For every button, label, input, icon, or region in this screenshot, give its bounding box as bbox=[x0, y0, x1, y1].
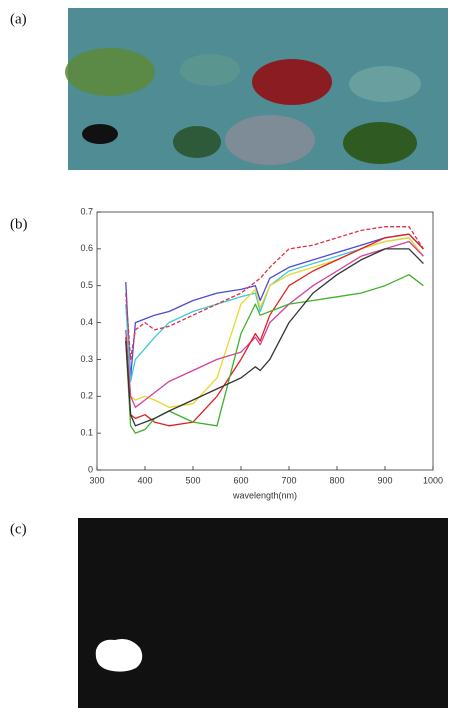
x-tick-label: 700 bbox=[281, 475, 296, 485]
x-tick-label: 800 bbox=[329, 475, 344, 485]
x-axis-label: wavelength(nm) bbox=[232, 490, 297, 500]
spectra-chart: 0 0.1 0.2 0.3 0.4 0.5 0.6 0.7 300 400 500 600 700 800… bbox=[80, 206, 443, 485]
y-tick-label: 0.6 bbox=[80, 243, 93, 253]
spectrum-line bbox=[125, 226, 424, 361]
x-tick-label: 500 bbox=[185, 475, 200, 485]
y-tick-label: 0.4 bbox=[80, 317, 93, 327]
y-tick-label: 0.3 bbox=[80, 354, 93, 364]
x-tick-label: 300 bbox=[89, 475, 104, 485]
spectrum-line bbox=[125, 274, 424, 434]
spectrum-line bbox=[125, 248, 424, 427]
panel-label: (a) bbox=[10, 11, 27, 27]
panel-label: (b) bbox=[10, 216, 28, 232]
y-tick-label: 0.2 bbox=[80, 391, 93, 401]
panel-label: (c) bbox=[10, 521, 27, 537]
mask-image bbox=[78, 518, 448, 708]
y-tick-label: 0.1 bbox=[80, 428, 93, 438]
x-tick-label: 900 bbox=[377, 475, 392, 485]
spectrum-line bbox=[125, 233, 424, 379]
y-tick-label: 0 bbox=[88, 464, 93, 474]
y-tick-label: 0.7 bbox=[80, 206, 93, 216]
y-tick-label: 0.5 bbox=[80, 280, 93, 290]
x-tick-label: 1000 bbox=[423, 475, 443, 485]
photo bbox=[65, 8, 448, 170]
plot-area bbox=[96, 211, 434, 471]
x-tick-label: 600 bbox=[233, 475, 248, 485]
spectrum-line bbox=[125, 233, 424, 427]
spectrum-line bbox=[125, 240, 424, 408]
x-tick-label: 400 bbox=[137, 475, 152, 485]
